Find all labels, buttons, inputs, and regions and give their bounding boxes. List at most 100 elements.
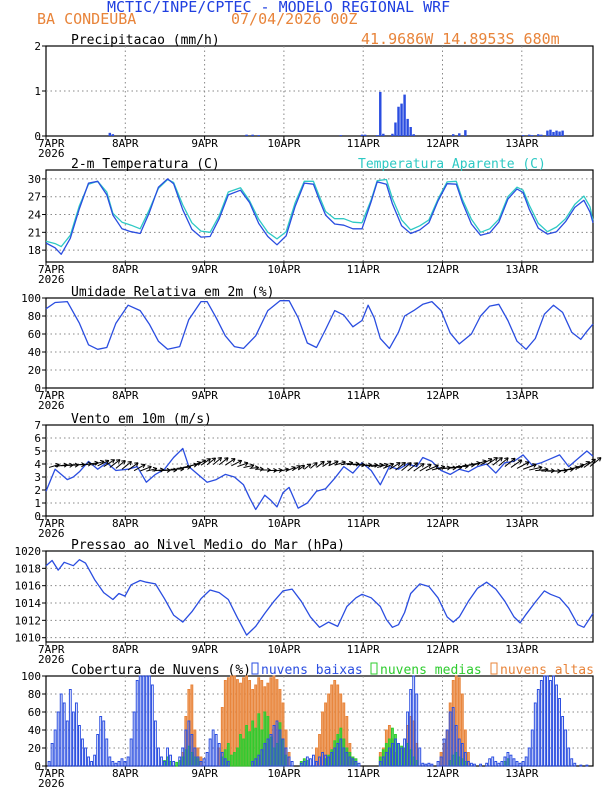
wind-arrow-head <box>538 465 543 471</box>
y-tick-label: 7 <box>34 419 41 432</box>
cloud-bar-blue <box>93 754 97 767</box>
cloud-bar-blue <box>545 675 549 767</box>
cloud-bar-blue <box>302 761 306 767</box>
cloud-bar-blue <box>187 720 191 767</box>
wind-arrow <box>340 462 353 466</box>
cloud-bar-orange <box>229 675 233 767</box>
wind-arrow-head <box>211 457 217 462</box>
y-tick-label: 4 <box>34 458 41 471</box>
cloud-bar-blue <box>400 747 403 767</box>
wind-arrow <box>273 469 283 472</box>
wind-arrow-head <box>487 458 493 463</box>
cloud-bar-blue <box>336 743 340 767</box>
cloud-bar-green <box>175 761 179 767</box>
wind-arrow <box>334 461 346 466</box>
wind-arrow-head <box>401 462 406 467</box>
y-tick-label: 80 <box>28 688 41 701</box>
cloud-bar-blue <box>78 725 81 767</box>
cloud-bar-blue <box>521 761 525 767</box>
cloud-bar-blue <box>102 720 106 767</box>
x-year-label: 2026 <box>38 777 65 790</box>
cloud-bar-blue <box>287 756 291 767</box>
press-frame <box>45 550 594 643</box>
cloud-bar-blue <box>479 763 482 767</box>
cloud-bar-blue <box>284 747 288 767</box>
wind-arrow <box>97 460 110 467</box>
cloud-bar-blue <box>190 734 194 767</box>
precip-bar <box>546 130 549 136</box>
x-tick-label: 9APR <box>191 137 218 150</box>
wind-arrow <box>510 459 523 468</box>
wind-arrow <box>583 458 596 468</box>
precip-bar <box>379 91 382 136</box>
x-tick-label: 9APR <box>191 517 218 530</box>
y-tick-label: 1012 <box>15 614 42 627</box>
cloud-bar-blue <box>117 761 121 767</box>
wind-arrow <box>571 464 585 470</box>
cloud-bar-blue <box>251 761 255 767</box>
precip-bar <box>552 131 555 136</box>
cloud-bar-blue <box>208 738 212 767</box>
wind-arrow <box>529 466 543 471</box>
x-tick-label: 13APR <box>505 137 538 150</box>
precip-bar <box>257 135 260 136</box>
cloud-bar-blue <box>427 762 431 767</box>
precip-bar <box>527 134 531 136</box>
y-tick-label: 60 <box>28 328 41 341</box>
x-year-label: 2026 <box>38 399 65 412</box>
wind-arrow <box>140 466 152 472</box>
x-tick-label: 12APR <box>426 643 459 656</box>
wind-arrow-head <box>326 460 332 466</box>
cloud-bar-blue <box>403 738 407 767</box>
cloud-bar-blue <box>305 756 309 767</box>
cloud-bar-blue <box>500 761 504 767</box>
cloud-bar-blue <box>266 738 270 767</box>
cloud-bar-blue <box>506 752 510 767</box>
cloud-bar-blue <box>160 756 163 767</box>
rh-line-blue <box>45 300 594 350</box>
y-tick-label: 27 <box>28 191 41 204</box>
coordinates-label: 41.9686W 14.8953S 680m <box>361 30 560 48</box>
x-tick-label: 10APR <box>267 767 300 780</box>
precip-bar <box>108 132 112 136</box>
cloud-bar-blue <box>515 761 519 767</box>
wind-arrow <box>413 463 425 472</box>
cloud-legend-label: nuvens medias <box>380 663 482 678</box>
precip-bar <box>111 134 115 136</box>
wind-arrow <box>127 462 139 471</box>
wind-arrow <box>389 462 401 470</box>
x-tick-label: 12APR <box>426 137 459 150</box>
y-tick-label: 20 <box>28 742 41 755</box>
x-tick-label: 10APR <box>267 389 300 402</box>
wind-arrow-head <box>243 461 249 467</box>
wind-arrow-head <box>206 458 211 463</box>
cloud-bar-blue <box>65 720 69 767</box>
cloud-bar-green <box>236 747 239 767</box>
wind-arrow <box>328 460 339 467</box>
cloud-bar-blue <box>418 747 422 767</box>
cloud-bar-blue <box>384 752 388 767</box>
x-tick-label: 11APR <box>347 517 380 530</box>
wind-arrow <box>188 461 201 468</box>
cloud-bar-blue <box>68 689 72 767</box>
y-tick-label: 1 <box>34 497 41 510</box>
y-tick-label: 21 <box>28 226 41 239</box>
y-tick-label: 0 <box>34 510 41 523</box>
wind-arrow <box>91 460 105 466</box>
wind-arrow <box>346 463 360 466</box>
y-tick-label: 18 <box>28 244 41 257</box>
x-tick-label: 11APR <box>347 389 380 402</box>
cloud-bar-blue <box>345 752 349 767</box>
cloud-bar-blue <box>278 729 282 767</box>
precip-bar <box>558 131 561 136</box>
press-title: Pressao ao Nivel Medio do Mar (hPa) <box>71 538 345 553</box>
wind-arrow-head <box>141 463 146 469</box>
cloud-bar-blue <box>226 761 230 767</box>
cloud-bar-blue <box>406 711 410 767</box>
cloud-bar-blue <box>570 758 574 767</box>
cloud-bar-blue <box>470 762 473 767</box>
cloud-bar-blue <box>166 747 169 767</box>
cloud-bar-blue <box>348 756 352 767</box>
wind-arrow <box>395 462 406 471</box>
cloud-bar-blue <box>272 725 276 767</box>
